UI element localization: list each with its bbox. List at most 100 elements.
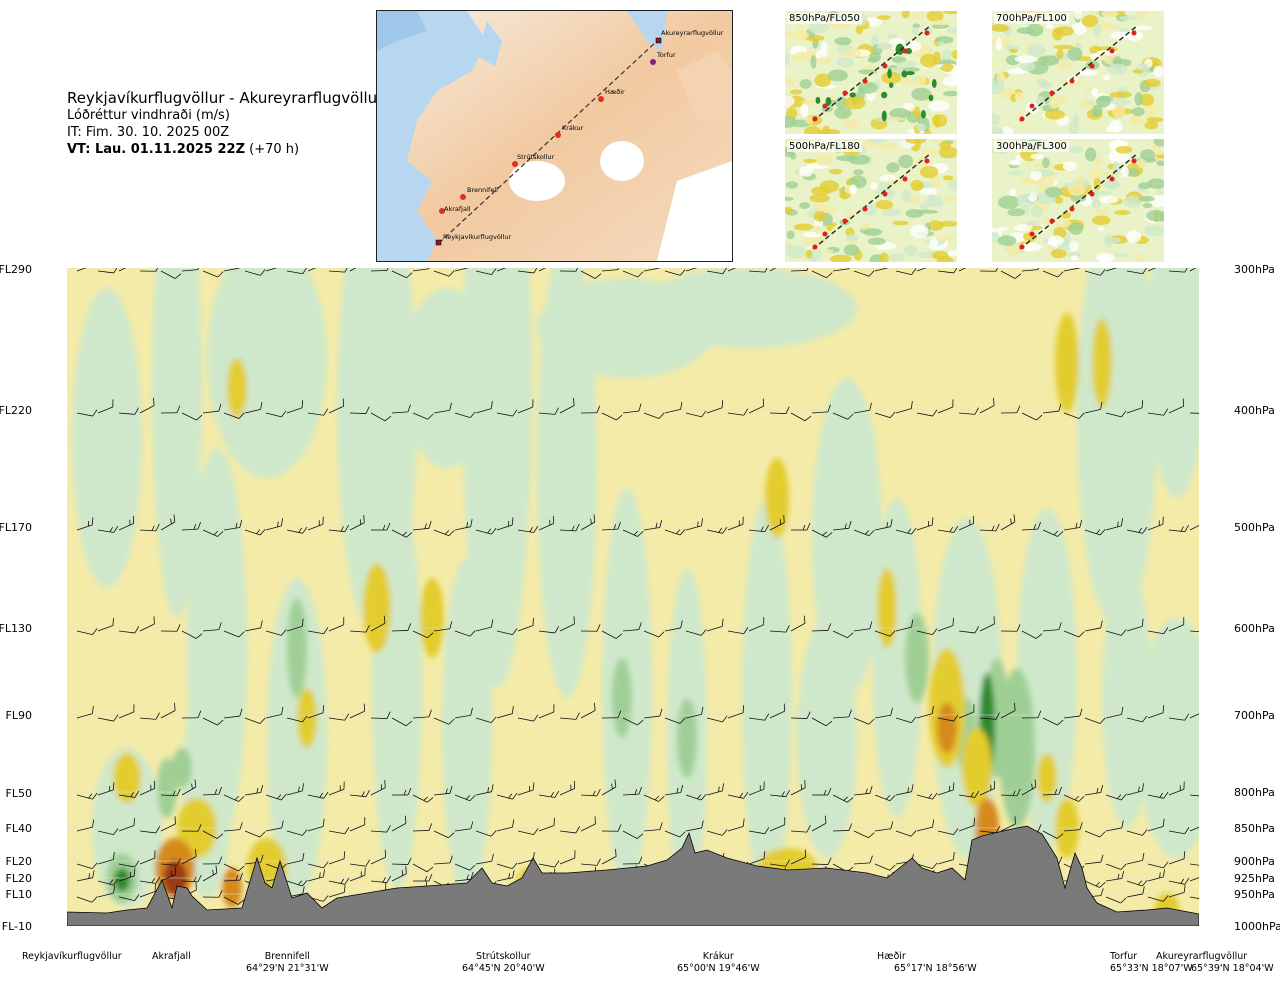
wind-barb	[97, 782, 115, 796]
inset-cell	[1007, 208, 1025, 217]
inset-cell	[947, 179, 957, 192]
wind-barb	[1168, 781, 1185, 796]
wind-barb	[160, 405, 181, 414]
inset-cell	[1009, 48, 1018, 54]
inset-route	[812, 153, 931, 250]
wind-barb	[664, 785, 684, 796]
wind-barb	[97, 268, 119, 274]
inset-cell	[917, 73, 927, 87]
wind-barb	[748, 268, 769, 273]
wind-barb	[517, 828, 539, 835]
hpa-label: 500hPa	[1234, 521, 1275, 534]
wind-barb	[1000, 816, 1016, 832]
wind-barb	[538, 626, 560, 634]
inset-cell	[997, 235, 1017, 246]
inset-cell	[819, 180, 840, 193]
wind-barb	[328, 268, 349, 273]
wind-barb	[412, 823, 433, 832]
inset-cell	[946, 26, 957, 34]
wind-barb	[832, 823, 853, 832]
inset-cell	[995, 37, 1003, 52]
velocity-contour	[420, 578, 444, 658]
velocity-contour	[287, 598, 307, 698]
inset-cell	[819, 248, 834, 254]
wind-barb	[790, 412, 812, 422]
inset-cell	[789, 89, 803, 95]
wind-barb	[370, 825, 391, 833]
wind-barb	[853, 855, 873, 865]
inset-cell	[1093, 208, 1110, 215]
velocity-contour	[677, 698, 697, 778]
wind-barb	[496, 628, 518, 635]
waypoint-name: Torfur	[1110, 951, 1138, 962]
wind-barb	[1021, 412, 1043, 421]
inset-cell	[863, 64, 877, 70]
map-label-krakur: Krákur	[562, 124, 584, 132]
inset-cell	[1123, 195, 1143, 208]
wind-barb	[832, 794, 854, 803]
inset-svg	[785, 139, 957, 262]
inset-cell	[1067, 47, 1083, 62]
inset-cell	[785, 95, 795, 107]
wind-barb	[433, 830, 455, 839]
wind-barb	[622, 717, 644, 726]
wind-barb	[202, 529, 224, 537]
hpa-label: 700hPa	[1234, 709, 1275, 722]
waypoint-label: Akrafjall	[152, 951, 191, 963]
sea-west	[377, 11, 487, 261]
wind-barb	[916, 517, 934, 531]
wind-barb	[664, 401, 683, 414]
wind-barb	[139, 523, 160, 532]
wind-barb	[1189, 710, 1199, 719]
inset-cell	[921, 148, 939, 156]
velocity-contour	[1092, 318, 1112, 408]
wind-barb	[622, 830, 644, 839]
inset-cell	[785, 181, 799, 189]
wind-barb	[769, 268, 785, 272]
hpa-label: 600hPa	[1234, 622, 1275, 635]
wind-barb	[454, 268, 471, 272]
inset-cell	[1023, 125, 1031, 130]
wind-barb	[76, 792, 98, 800]
inset-cell	[1091, 215, 1111, 226]
wind-barb	[685, 268, 702, 272]
wind-barb	[622, 786, 642, 796]
wind-barb	[433, 529, 455, 537]
wind-barb	[433, 717, 455, 725]
wind-barb	[895, 716, 917, 724]
wind-barb	[812, 787, 832, 796]
inset-waypoint	[1029, 103, 1035, 109]
wind-barb	[1168, 851, 1186, 865]
wind-barb	[349, 859, 371, 867]
inset-cell	[1109, 120, 1123, 133]
wind-barb	[97, 828, 119, 835]
wind-barb	[1189, 863, 1199, 867]
inset-waypoint	[862, 206, 868, 212]
inset-cell	[942, 175, 954, 181]
wind-barb	[1147, 791, 1169, 799]
wind-barb	[1147, 818, 1165, 832]
velocity-contour	[797, 618, 857, 858]
wind-barb	[97, 878, 119, 886]
wind-barb	[139, 268, 160, 272]
inset-cell	[868, 139, 888, 143]
wind-barb	[1189, 824, 1199, 832]
inset-waypoint	[1109, 176, 1115, 182]
wind-barb	[454, 794, 476, 802]
wind-barb	[223, 268, 242, 272]
inset-waypoint	[822, 231, 828, 237]
inset-cell	[931, 78, 937, 88]
wind-barb	[160, 270, 182, 279]
wind-barb	[1126, 400, 1144, 414]
inset-waypoint	[882, 191, 888, 197]
hpa-label: 300hPa	[1234, 263, 1275, 276]
wind-barb	[811, 815, 827, 832]
wind-barb	[1105, 410, 1127, 418]
wind-barb	[97, 714, 119, 722]
wind-barb	[328, 524, 349, 533]
inset-cell	[859, 141, 881, 147]
wind-barb	[223, 630, 245, 638]
wind-barb	[202, 717, 224, 726]
wind-barb	[370, 780, 386, 796]
inset-cell	[1156, 160, 1164, 167]
